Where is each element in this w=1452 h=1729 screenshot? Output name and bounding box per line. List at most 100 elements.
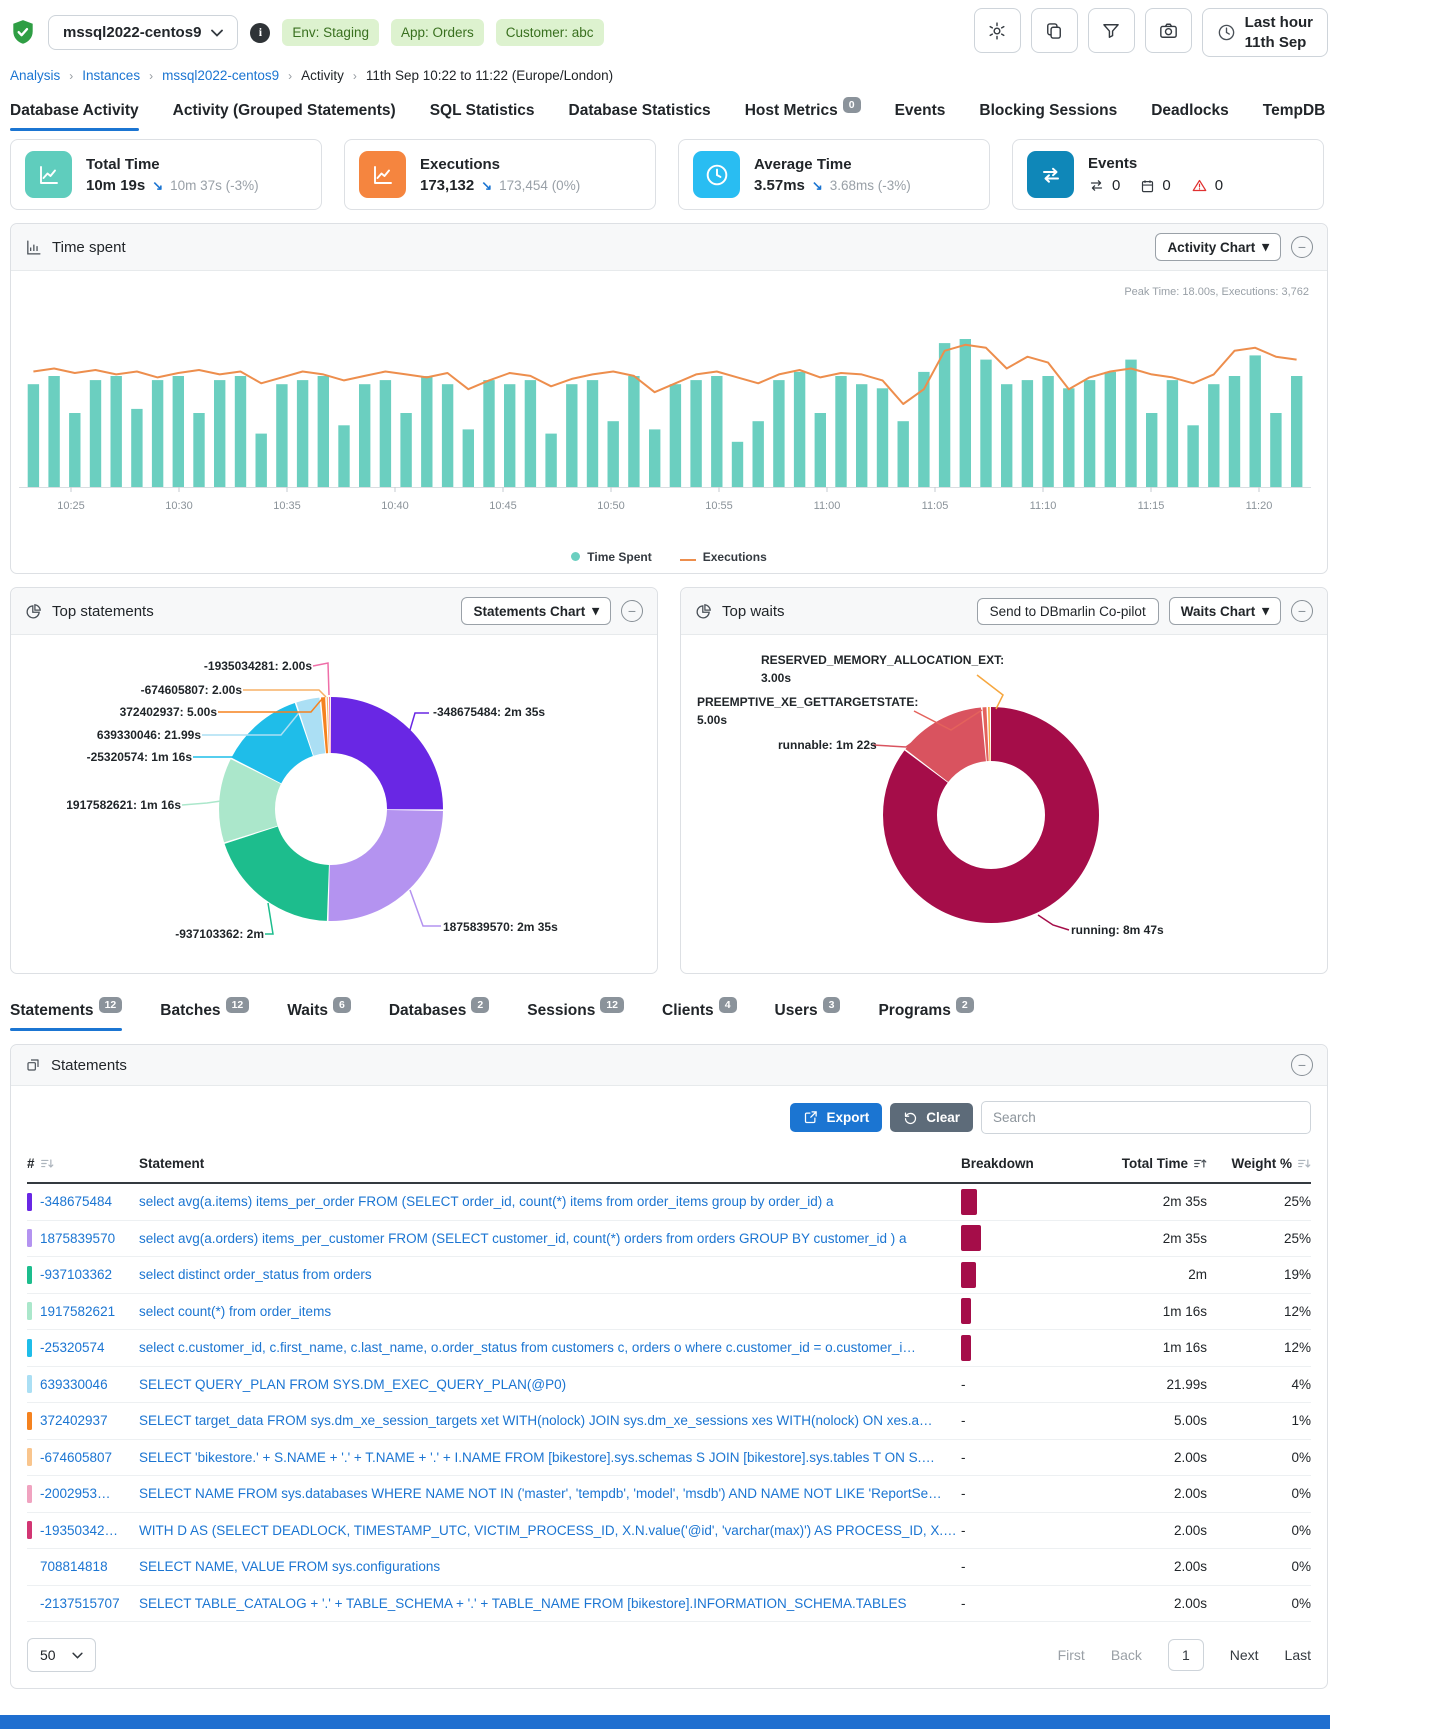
subtab-statements[interactable]: Statements 12 bbox=[10, 996, 123, 1031]
copilot-button[interactable]: Send to DBmarlin Co-pilot bbox=[976, 597, 1159, 625]
tab-tempdb[interactable]: TempDB bbox=[1263, 96, 1326, 131]
page-size-select[interactable]: 50 bbox=[27, 1638, 96, 1672]
time-spent-chart[interactable]: Peak Time: 18.00s, Executions: 3,762 10:… bbox=[11, 271, 1327, 573]
pagination-page-1[interactable]: 1 bbox=[1167, 1639, 1204, 1671]
table-row[interactable]: -2137515707 SELECT TABLE_CATALOG + '.' + … bbox=[27, 1586, 1311, 1622]
statement-link[interactable]: select c.customer_id, c.first_name, c.la… bbox=[139, 1340, 916, 1356]
statement-link[interactable]: SELECT 'bikestore.' + S.NAME + '.' + T.N… bbox=[139, 1449, 935, 1465]
subtab-sessions[interactable]: Sessions 12 bbox=[527, 996, 624, 1031]
pagination: First Back 1 Next Last bbox=[1058, 1639, 1311, 1671]
table-row[interactable]: 639330046 SELECT QUERY_PLAN FROM SYS.DM_E… bbox=[27, 1367, 1311, 1403]
subtab-programs[interactable]: Programs 2 bbox=[878, 996, 974, 1031]
statement-link[interactable]: SELECT QUERY_PLAN FROM SYS.DM_EXEC_QUERY… bbox=[139, 1376, 567, 1392]
pagination-last[interactable]: Last bbox=[1284, 1647, 1311, 1663]
statement-id-link[interactable]: 1875839570 bbox=[40, 1230, 116, 1246]
statement-id-link[interactable]: -348675484 bbox=[40, 1194, 113, 1210]
table-row[interactable]: 708814818 SELECT NAME, VALUE FROM sys.con… bbox=[27, 1549, 1311, 1586]
subtab-databases[interactable]: Databases 2 bbox=[389, 996, 490, 1031]
table-row[interactable]: 1875839570 select avg(a.orders) items_per… bbox=[27, 1221, 1311, 1257]
waits-chart-select[interactable]: Waits Chart ▾ bbox=[1168, 597, 1281, 625]
statement-link[interactable]: select distinct order_status from orders bbox=[139, 1267, 372, 1283]
settings-button[interactable] bbox=[973, 8, 1021, 53]
table-row[interactable]: 372402937 SELECT target_data FROM sys.dm_… bbox=[27, 1403, 1311, 1440]
info-icon[interactable]: i bbox=[250, 22, 271, 43]
statement-id-link[interactable]: -937103362 bbox=[40, 1267, 113, 1283]
donut-segment-running[interactable] bbox=[883, 707, 1099, 923]
subtab-users[interactable]: Users 3 bbox=[775, 996, 841, 1031]
collapse-icon[interactable]: − bbox=[1291, 1054, 1313, 1076]
column-statement[interactable]: Statement bbox=[139, 1156, 961, 1171]
total-time-cell: 2m 35s bbox=[1162, 1194, 1207, 1210]
table-row[interactable]: -2002953… SELECT NAME FROM sys.databases … bbox=[27, 1476, 1311, 1513]
column-number[interactable]: # bbox=[27, 1156, 139, 1171]
copy-button[interactable] bbox=[1030, 8, 1078, 53]
table-row[interactable]: -674605807 SELECT 'bikestore.' + S.NAME +… bbox=[27, 1440, 1311, 1476]
statement-link[interactable]: select avg(a.items) items_per_order FROM… bbox=[139, 1194, 834, 1210]
statement-id-link[interactable]: -674605807 bbox=[40, 1449, 113, 1465]
statement-link[interactable]: WITH D AS (SELECT DEADLOCK, TIMESTAMP_UT… bbox=[139, 1522, 957, 1538]
tab-host-metrics[interactable]: Host Metrics 0 bbox=[745, 96, 861, 131]
time-range-button[interactable]: Last hour 11th Sep bbox=[1201, 8, 1328, 57]
pagination-next[interactable]: Next bbox=[1229, 1647, 1259, 1663]
table-row[interactable]: -348675484 select avg(a.items) items_per_… bbox=[27, 1184, 1311, 1221]
clear-button[interactable]: Clear bbox=[890, 1103, 973, 1132]
statement-id-link[interactable]: 1917582621 bbox=[40, 1303, 116, 1319]
instance-selector[interactable]: mssql2022-centos9 bbox=[48, 15, 239, 50]
statement-id-link[interactable]: -19350342… bbox=[40, 1522, 119, 1538]
breadcrumb-instance[interactable]: mssql2022-centos9 bbox=[162, 68, 280, 83]
export-button[interactable]: Export bbox=[790, 1103, 883, 1132]
statement-id-link[interactable]: -25320574 bbox=[40, 1340, 105, 1356]
donut-segment-348675484[interactable] bbox=[219, 697, 443, 921]
donut-segment-1917582621[interactable] bbox=[219, 697, 443, 921]
legend-item-time-spent[interactable]: Time Spent bbox=[571, 550, 652, 564]
statement-id-link[interactable]: 372402937 bbox=[40, 1413, 108, 1429]
activity-chart-select[interactable]: Activity Chart ▾ bbox=[1155, 233, 1281, 261]
event-changes: 0 bbox=[1088, 177, 1120, 194]
statements-donut-chart[interactable]: -348675484: 2m 35s 1875839570: 2m 35s -937… bbox=[11, 635, 657, 973]
statements-chart-select[interactable]: Statements Chart ▾ bbox=[461, 597, 611, 625]
statement-id-link[interactable]: -2002953… bbox=[40, 1486, 111, 1502]
legend-item-executions[interactable]: Executions bbox=[679, 550, 767, 564]
tab-blocking-sessions[interactable]: Blocking Sessions bbox=[979, 96, 1117, 131]
table-row[interactable]: -25320574 select c.customer_id, c.first_n… bbox=[27, 1330, 1311, 1367]
subtab-clients[interactable]: Clients 4 bbox=[662, 996, 737, 1031]
screenshot-button[interactable] bbox=[1144, 8, 1192, 53]
table-row[interactable]: -19350342… WITH D AS (SELECT DEADLOCK, TI… bbox=[27, 1513, 1311, 1549]
table-row[interactable]: 1917582621 select count(*) from order_ite… bbox=[27, 1294, 1311, 1330]
tab-deadlocks[interactable]: Deadlocks bbox=[1151, 96, 1229, 131]
table-row[interactable]: -937103362 select distinct order_status f… bbox=[27, 1257, 1311, 1294]
statement-id-link[interactable]: 639330046 bbox=[40, 1376, 108, 1392]
statement-link[interactable]: select avg(a.orders) items_per_customer … bbox=[139, 1230, 907, 1246]
column-total-time[interactable]: Total Time bbox=[1079, 1156, 1207, 1171]
collapse-icon[interactable]: − bbox=[1291, 236, 1313, 258]
total-time-cell: 1m 16s bbox=[1162, 1303, 1207, 1319]
breadcrumb-instances[interactable]: Instances bbox=[82, 68, 141, 83]
waits-donut-chart[interactable]: running: 8m 47s runnable: 1m 22s PREEMPTIV… bbox=[681, 635, 1327, 973]
tab-database-statistics[interactable]: Database Statistics bbox=[569, 96, 711, 131]
tab-database-activity[interactable]: Database Activity bbox=[10, 96, 139, 131]
donut-segment-1875839570[interactable] bbox=[219, 697, 443, 921]
collapse-icon[interactable]: − bbox=[621, 600, 643, 622]
statement-link[interactable]: SELECT NAME FROM sys.databases WHERE NAM… bbox=[139, 1486, 942, 1502]
tab-sql-statistics[interactable]: SQL Statistics bbox=[430, 96, 535, 131]
column-weight[interactable]: Weight % bbox=[1207, 1156, 1311, 1171]
statement-link[interactable]: SELECT NAME, VALUE FROM sys.configuratio… bbox=[139, 1559, 441, 1575]
statement-id-link[interactable]: 708814818 bbox=[40, 1559, 108, 1575]
filter-button[interactable] bbox=[1087, 8, 1135, 53]
breadcrumb-analysis[interactable]: Analysis bbox=[10, 68, 61, 83]
subtab-waits[interactable]: Waits 6 bbox=[287, 996, 351, 1031]
tab-label: Waits bbox=[287, 1002, 329, 1019]
donut-label-25320574: -25320574: 1m 16s bbox=[86, 750, 192, 764]
tab-activity-grouped-statements[interactable]: Activity (Grouped Statements) bbox=[173, 96, 396, 131]
statement-link[interactable]: SELECT TABLE_CATALOG + '.' + TABLE_SCHEM… bbox=[139, 1595, 907, 1611]
search-input[interactable] bbox=[981, 1101, 1311, 1134]
pagination-back[interactable]: Back bbox=[1110, 1647, 1142, 1663]
column-label: Weight % bbox=[1231, 1156, 1293, 1171]
pagination-first[interactable]: First bbox=[1057, 1647, 1085, 1663]
statement-id-link[interactable]: -2137515707 bbox=[40, 1595, 120, 1611]
statement-link[interactable]: SELECT target_data FROM sys.dm_xe_sessio… bbox=[139, 1413, 933, 1429]
collapse-icon[interactable]: − bbox=[1291, 600, 1313, 622]
subtab-batches[interactable]: Batches 12 bbox=[160, 996, 250, 1031]
statement-link[interactable]: select count(*) from order_items bbox=[139, 1303, 332, 1319]
tab-events[interactable]: Events bbox=[895, 96, 946, 131]
